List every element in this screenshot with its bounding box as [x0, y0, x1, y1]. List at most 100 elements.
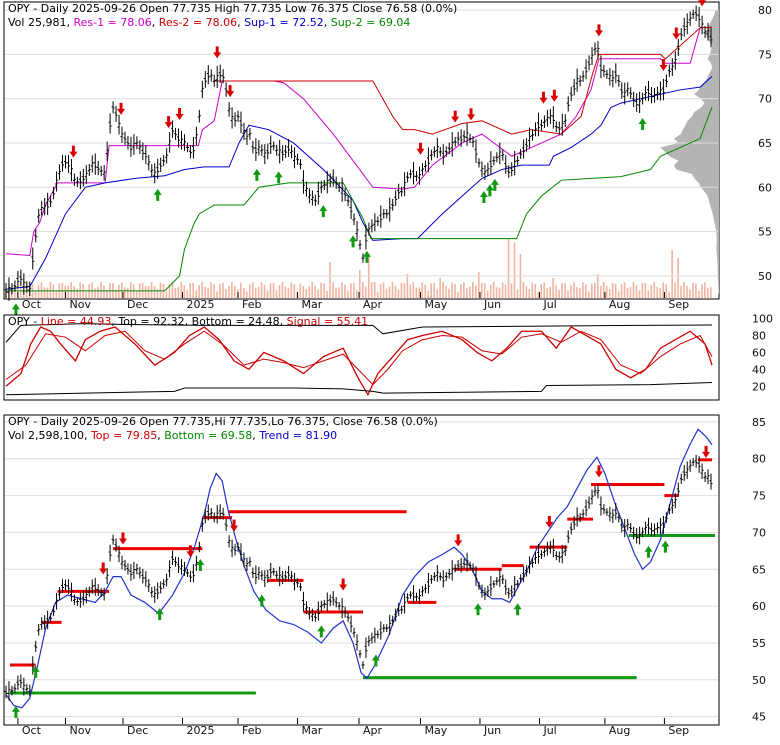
- volume-bar: [457, 291, 459, 298]
- volume-bar: [698, 291, 700, 298]
- volume-bar: [335, 287, 337, 298]
- volume-bar: [382, 282, 385, 298]
- buy-arrow-7: [479, 191, 488, 204]
- x-tick-label: Sep: [668, 724, 689, 737]
- x-tick-label: Dec: [127, 724, 148, 737]
- volume-bar: [641, 283, 644, 298]
- y-tick-label: 80: [752, 329, 766, 342]
- volume-bar: [608, 289, 611, 298]
- support-resistance-lines: [5, 26, 713, 292]
- volume-bar: [135, 291, 138, 298]
- volume-bar: [418, 287, 421, 298]
- buy-arrow-8: [485, 184, 494, 197]
- volume-bar: [436, 289, 438, 298]
- volume-bar: [353, 282, 355, 298]
- volume-bar: [49, 282, 52, 298]
- x-tick-label: Nov: [69, 298, 91, 311]
- volume-bar: [40, 282, 43, 298]
- volume-bar: [403, 283, 406, 298]
- volume-bar: [177, 286, 180, 298]
- header-part-0: OPY - Daily 2025-09-26 Open 77.735 High …: [8, 2, 457, 15]
- sell-arrow-11: [594, 24, 603, 37]
- buy-arrow-1: [31, 665, 40, 678]
- volume-bar: [662, 282, 665, 298]
- sell-arrow-3: [175, 107, 184, 120]
- level-line-0: [5, 26, 713, 257]
- legend-item-1: Res-1 = 78.06: [73, 16, 151, 29]
- volume-bar: [370, 282, 373, 298]
- volume-bar: [275, 290, 278, 298]
- volume-bar: [394, 285, 397, 298]
- volume-bar: [710, 287, 712, 298]
- osc-series-1: [5, 330, 713, 386]
- volume-bar: [100, 282, 102, 298]
- volume-bar: [121, 282, 123, 298]
- volume-bar: [466, 288, 468, 298]
- header-part-0: OPY - Daily 2025-09-26 Open 77.735,Hi 77…: [8, 415, 438, 428]
- volume-bar: [635, 285, 638, 298]
- y-tick-label: 100: [752, 313, 773, 326]
- volume-bar: [534, 283, 537, 298]
- volume-bar: [513, 242, 516, 298]
- volume-bar: [317, 289, 319, 298]
- volume-bar: [263, 285, 266, 298]
- volume-bar: [522, 282, 525, 298]
- volume-bar: [588, 291, 590, 298]
- volume-bar: [629, 287, 632, 298]
- volume-bar: [153, 286, 156, 298]
- volume-bar: [67, 285, 70, 298]
- volume-bar: [463, 282, 465, 298]
- volume-bar: [558, 290, 560, 298]
- volume-bar: [94, 288, 96, 298]
- volume-bar: [326, 291, 328, 298]
- volume-bar: [665, 284, 667, 298]
- y-tick-label: 65: [758, 137, 772, 150]
- volume-bar: [400, 282, 403, 298]
- volume-bar: [659, 288, 662, 298]
- buy-arrow-9: [644, 545, 653, 558]
- volume-bar: [409, 284, 412, 298]
- oscillator-panel: 20 40 60 80 100 OPY - Line = 44.93, Top = 92…: [3, 313, 773, 401]
- x-tick-label: 2025: [187, 298, 215, 311]
- volume-bar: [704, 282, 706, 298]
- y-tick-label: 80: [758, 4, 772, 17]
- volume-bar: [486, 290, 489, 298]
- x-tick-label: Sep: [668, 298, 689, 311]
- volume-bar: [472, 282, 474, 298]
- volume-bar: [638, 290, 641, 298]
- sell-arrow-0: [99, 562, 108, 575]
- sell-arrow-9: [539, 91, 548, 104]
- panel-1-y-axis: 50 55 60 65 70 75 80: [758, 4, 772, 283]
- sell-arrow-6: [545, 515, 554, 528]
- y-tick-label: 60: [752, 600, 766, 613]
- buy-arrow-0: [11, 303, 20, 316]
- volume-bar: [483, 283, 486, 298]
- panel-1-grid: [5, 9, 718, 277]
- volume-bar: [602, 282, 605, 298]
- volume-bar: [189, 283, 192, 298]
- volume-bar: [460, 284, 462, 298]
- volume-bar: [314, 285, 316, 298]
- volume-bar: [168, 284, 171, 298]
- x-tick-label: Dec: [127, 298, 148, 311]
- volume-bar: [320, 282, 322, 298]
- legend-item-3: Sup-1 = 72.52: [244, 16, 324, 29]
- volume-bar: [290, 282, 293, 298]
- legend-item-1: Top = 79.85: [90, 429, 157, 442]
- sell-arrow-6: [416, 142, 425, 155]
- volume-bar: [198, 285, 200, 298]
- volume-bar: [546, 288, 548, 298]
- panel-3-y-axis: 45 50 55 60 65 70 75 80 85: [752, 416, 766, 724]
- sell-arrow-8: [467, 108, 476, 121]
- x-tick-label: Jun: [483, 298, 501, 311]
- volume-bar: [332, 282, 334, 298]
- volume-bar: [165, 291, 168, 298]
- volume-bar: [123, 287, 126, 298]
- volume-bar: [103, 285, 105, 298]
- x-tick-label: Feb: [242, 724, 261, 737]
- y-tick-label: 55: [752, 637, 766, 650]
- volume-bar: [585, 284, 587, 298]
- header-part-1: Line = 44.93: [41, 315, 112, 328]
- volume-bar: [573, 282, 575, 298]
- volume-bar: [364, 286, 367, 298]
